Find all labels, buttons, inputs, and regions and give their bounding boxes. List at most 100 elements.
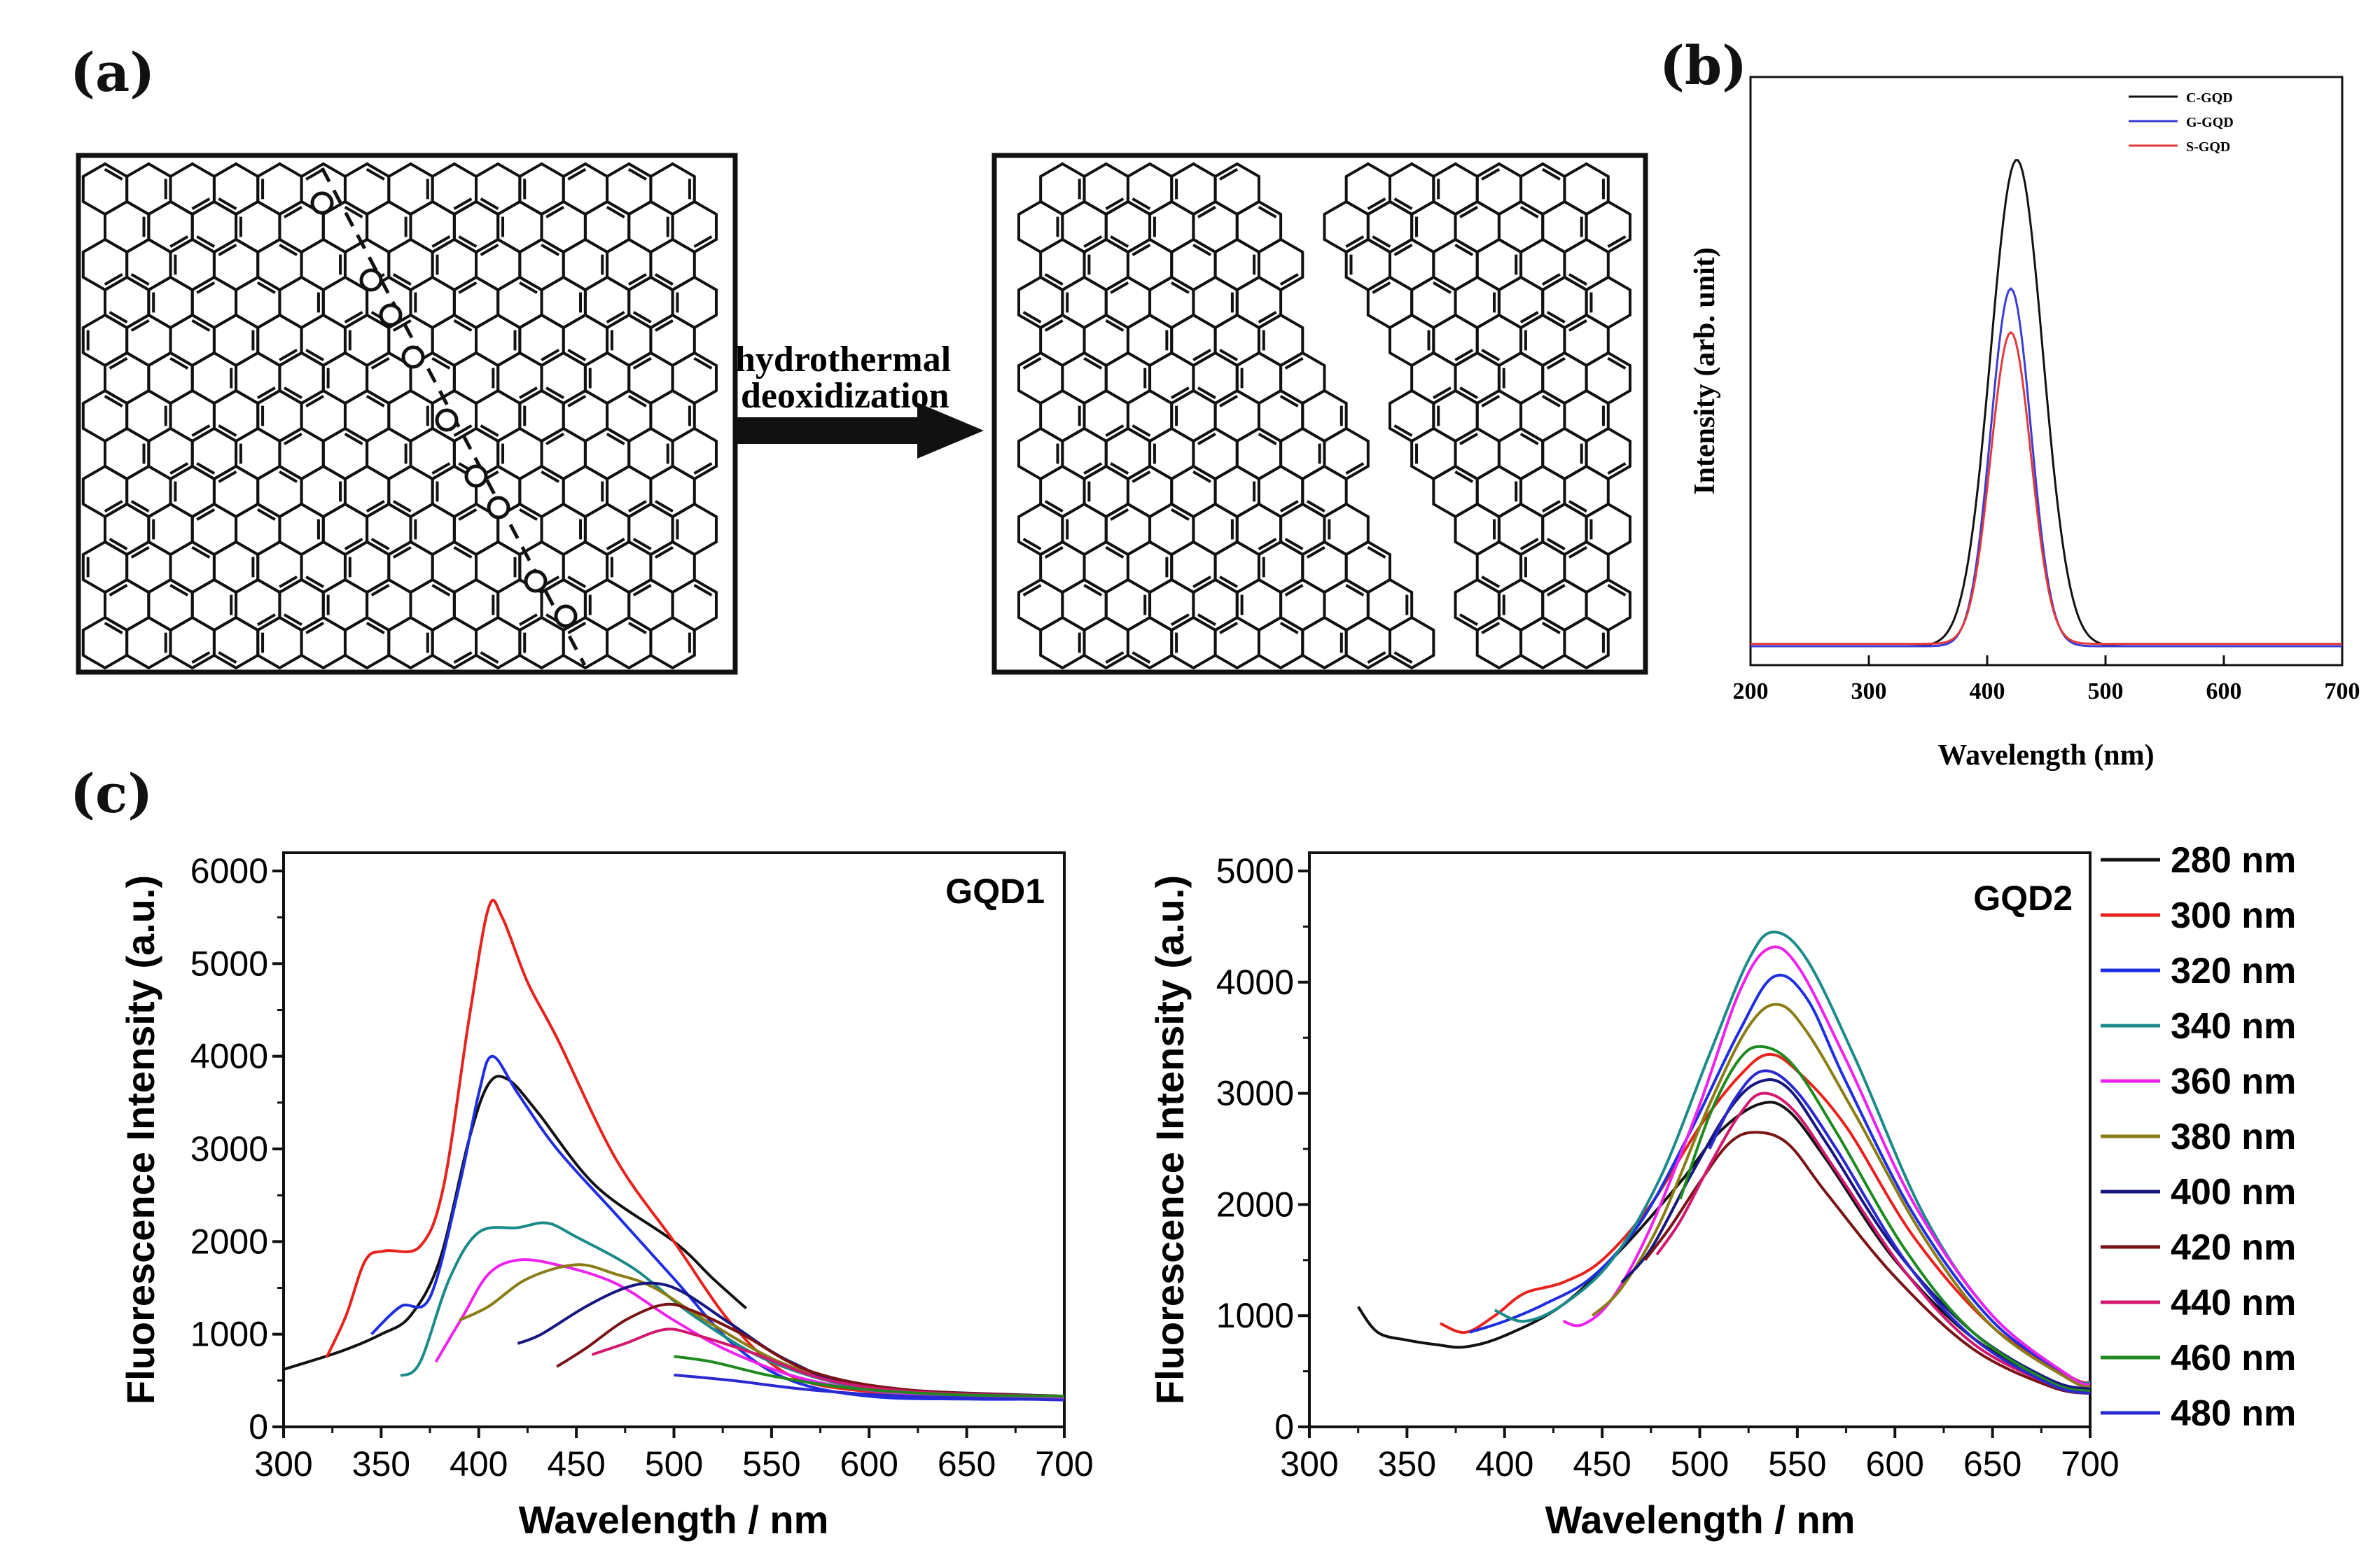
double-bond: [1170, 281, 1190, 294]
arrow-label-hydrothermal: hydrothermal: [735, 340, 951, 379]
arrow-head: [917, 403, 984, 459]
double-bond: [104, 622, 123, 634]
double-bond: [344, 206, 363, 218]
double-bond: [1110, 462, 1129, 475]
double-bond: [109, 584, 128, 597]
chart-b-legend-label: G-GQD: [2186, 115, 2234, 130]
x-tick-label: 500: [645, 1444, 703, 1484]
oxygen-groups: [310, 191, 578, 628]
chart-b-series-g-gqd: [1751, 287, 2342, 648]
y-tick-label: 6000: [190, 851, 268, 891]
oxygen-atom: [359, 268, 383, 292]
x-tick-label: 650: [938, 1444, 996, 1484]
chart-b-xlabel: Wavelength (nm): [1937, 739, 2154, 772]
chart-gqd2-legend: 280 nm 300 nm 320 nm 340 nm 360 nm 380 nm 400 …: [2101, 840, 2296, 1434]
series-line-460-nm: [674, 1355, 1065, 1398]
double-bond: [109, 357, 128, 370]
double-bond: [458, 508, 478, 521]
double-bond: [1197, 433, 1216, 445]
double-bond: [305, 576, 325, 588]
panel-label-a: (a): [70, 41, 155, 104]
double-bond: [1192, 244, 1212, 256]
double-bond: [366, 622, 385, 634]
series-line-280-nm: [283, 1075, 747, 1371]
double-bond: [1022, 538, 1042, 550]
double-bond: [1258, 433, 1277, 445]
double-bond: [256, 281, 276, 294]
double-bond: [1132, 470, 1151, 483]
double-bond: [1433, 386, 1452, 399]
y-tick-label: 5000: [1216, 851, 1294, 891]
double-bond: [130, 273, 150, 286]
double-bond: [1541, 273, 1561, 286]
double-bond: [1367, 546, 1386, 559]
double-bond: [169, 235, 189, 248]
double-bond: [1481, 349, 1501, 361]
double-bond: [1044, 500, 1064, 512]
double-bond: [627, 273, 647, 286]
double-bond: [1306, 500, 1325, 512]
double-bond: [431, 462, 451, 475]
chart-gqd1: 300 350 400 450 500 550 600 650 700 0 1000 2000 3000…: [118, 851, 1094, 1542]
double-bond: [1044, 546, 1064, 559]
double-bond: [218, 424, 237, 437]
panel-label-b: (b): [1659, 34, 1747, 97]
double-bond: [632, 538, 652, 550]
legend-label: 300 nm: [2171, 895, 2296, 936]
y-tick-label: 2000: [1216, 1185, 1294, 1224]
x-tick-label: 550: [1768, 1444, 1826, 1484]
lattice-hexagon: [1563, 615, 1610, 670]
chart-gqd1-series: [283, 898, 1065, 1402]
double-bond: [654, 546, 674, 559]
chart-b-x-tick-label: 500: [2088, 678, 2124, 704]
double-bond: [693, 235, 713, 248]
legend-label: 280 nm: [2171, 840, 2296, 881]
chart-b-legend: C-GQD G-GQD S-GQD: [2129, 90, 2234, 155]
double-bond: [1279, 500, 1299, 512]
legend-label: 400 nm: [2171, 1172, 2296, 1213]
x-tick-label: 550: [742, 1444, 800, 1484]
double-bond: [279, 349, 298, 361]
double-bond: [1192, 470, 1212, 483]
x-tick-label: 700: [2061, 1444, 2119, 1484]
y-tick-label: 5000: [190, 944, 268, 983]
series-line-360-nm: [1562, 945, 2091, 1386]
double-bond: [169, 584, 189, 597]
double-bond: [1459, 206, 1479, 218]
double-bond: [480, 424, 499, 437]
double-bond: [1170, 613, 1190, 626]
double-bond: [1258, 311, 1277, 323]
x-tick-label: 300: [1280, 1444, 1338, 1484]
x-tick-label: 500: [1671, 1444, 1729, 1484]
double-bond: [453, 197, 473, 210]
double-bond: [453, 424, 473, 437]
double-bond: [370, 584, 390, 597]
double-bond: [1607, 235, 1627, 248]
double-bond: [1219, 622, 1239, 634]
double-bond: [1083, 462, 1103, 475]
series-line-340-nm: [400, 1221, 1065, 1399]
double-bond: [392, 273, 412, 286]
double-bond: [1279, 395, 1299, 407]
double-bond: [392, 546, 412, 559]
chart-b-x-tick-label: 300: [1851, 678, 1887, 704]
chart-b-x-tick-label: 400: [1970, 678, 2005, 704]
double-bond: [654, 319, 674, 332]
reaction-arrow: hydrothermal deoxidization: [735, 340, 984, 459]
series-line-280-nm: [1357, 1101, 2091, 1393]
double-bond: [1393, 244, 1413, 256]
double-bond: [1541, 168, 1561, 181]
double-bond: [1284, 538, 1304, 550]
double-bond: [256, 386, 276, 399]
double-bond: [627, 622, 647, 634]
chart-b-series-s-gqd: [1751, 330, 2342, 646]
x-tick-label: 450: [1573, 1444, 1631, 1484]
oxygen-atom: [379, 303, 403, 327]
double-bond: [1258, 538, 1277, 550]
chart-b-frame: [1749, 76, 2344, 667]
double-bond: [279, 470, 298, 483]
double-bond: [632, 311, 652, 323]
double-bond: [1607, 462, 1627, 475]
x-tick-label: 700: [1035, 1444, 1093, 1484]
